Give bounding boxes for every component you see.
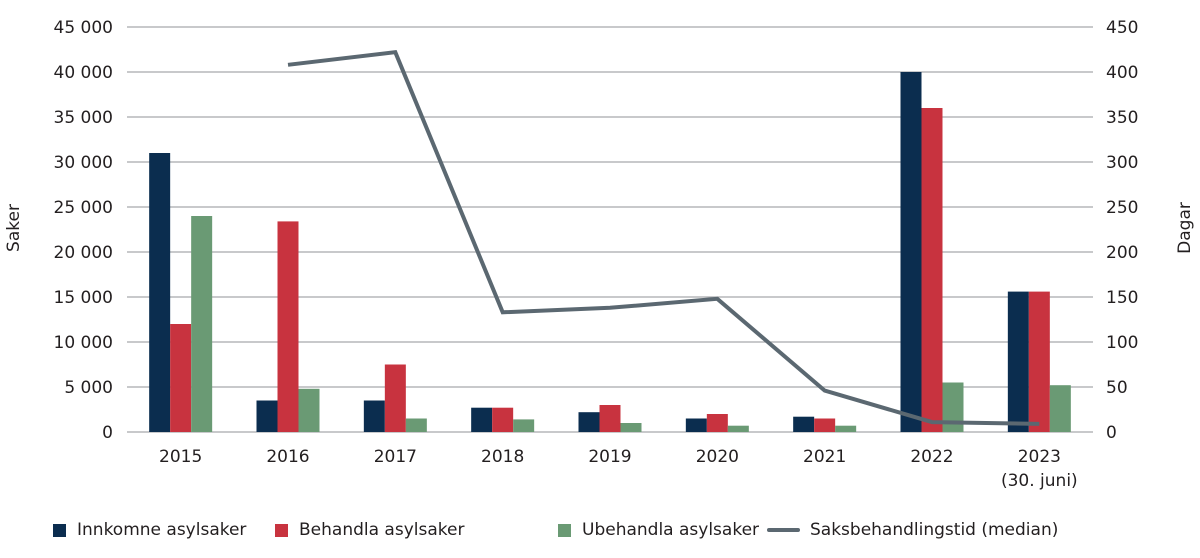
- left-axis-ticks: 0 5 000 10 000 15 000 20 000 25 000 30 000 35 0…: [54, 18, 113, 443]
- bar: [685, 418, 707, 432]
- bar: [942, 382, 964, 432]
- right-axis-ticks: 0 50 100 150 200 250 300 350 400 450: [1106, 18, 1138, 443]
- right-tick-label: 450: [1106, 18, 1138, 38]
- left-tick-label: 45 000: [54, 18, 113, 38]
- gridlines: [127, 26, 1093, 433]
- line-series: [287, 50, 1040, 426]
- left-tick-label: 15 000: [54, 288, 113, 308]
- legend: Innkomne asylsaker Behandla asylsaker Ub…: [0, 515, 1200, 545]
- bar: [1028, 291, 1050, 432]
- legend-label: Ubehandla asylsaker: [582, 520, 760, 540]
- bar: [471, 407, 493, 432]
- x-tick-label: 2015: [159, 447, 202, 467]
- bar: [727, 425, 749, 432]
- legend-label: Saksbehandlingstid (median): [810, 520, 1059, 540]
- x-tick-label: 2022: [910, 447, 953, 467]
- x-tick-label: 2019: [588, 447, 631, 467]
- bar: [492, 407, 514, 432]
- bar: [793, 416, 815, 432]
- bar: [256, 400, 278, 432]
- right-tick-label: 150: [1106, 288, 1138, 308]
- x-tick-label: 2023: [1018, 447, 1061, 467]
- bar: [149, 153, 171, 432]
- legend-item-saksbehandlingstid: Saksbehandlingstid (median): [767, 515, 1058, 545]
- legend-swatch-behandla: [275, 523, 288, 537]
- bar: [513, 419, 535, 432]
- bar-series: [149, 72, 1071, 432]
- bar: [620, 423, 642, 432]
- x-tick-label: 2021: [803, 447, 846, 467]
- legend-swatch-innkomne: [53, 523, 66, 537]
- bar: [1049, 385, 1071, 432]
- right-tick-label: 200: [1106, 243, 1138, 263]
- left-tick-label: 30 000: [54, 153, 113, 173]
- legend-item-ubehandla: Ubehandla asylsaker: [558, 515, 759, 545]
- right-tick-label: 0: [1106, 423, 1117, 443]
- left-tick-label: 35 000: [54, 108, 113, 128]
- bar: [405, 418, 427, 432]
- x-tick-label: 2017: [374, 447, 417, 467]
- bar: [298, 388, 320, 432]
- left-axis-title: Saker: [4, 204, 24, 252]
- left-tick-label: 20 000: [54, 243, 113, 263]
- x-tick-label: 2016: [266, 447, 309, 467]
- legend-swatch-ubehandla: [558, 523, 571, 537]
- left-tick-label: 40 000: [54, 63, 113, 83]
- bar: [1007, 291, 1029, 432]
- median-line: [287, 50, 1040, 426]
- legend-item-innkomne: Innkomne asylsaker: [53, 515, 246, 545]
- legend-line-icon: [767, 528, 800, 532]
- x-tick-label: 2020: [696, 447, 739, 467]
- right-axis-title: Dagar: [1175, 202, 1195, 254]
- left-tick-label: 25 000: [54, 198, 113, 218]
- x-tick-label: 2018: [481, 447, 524, 467]
- bar: [706, 414, 728, 432]
- bar: [191, 216, 213, 432]
- bar: [384, 364, 406, 432]
- bar: [921, 108, 943, 432]
- right-tick-label: 400: [1106, 63, 1138, 83]
- right-tick-label: 300: [1106, 153, 1138, 173]
- legend-label: Innkomne asylsaker: [77, 520, 247, 540]
- bar: [363, 400, 385, 432]
- bar: [277, 221, 299, 432]
- left-tick-label: 0: [102, 423, 113, 443]
- bar: [578, 412, 600, 432]
- legend-item-behandla: Behandla asylsaker: [275, 515, 464, 545]
- bar: [814, 418, 836, 432]
- bar: [900, 72, 922, 432]
- bar: [599, 405, 621, 432]
- legend-label: Behandla asylsaker: [299, 520, 465, 540]
- left-tick-label: 10 000: [54, 333, 113, 353]
- x-tick-sublabel: (30. juni): [1001, 471, 1078, 491]
- right-tick-label: 350: [1106, 108, 1138, 128]
- right-tick-label: 100: [1106, 333, 1138, 353]
- bar: [170, 324, 192, 432]
- bar: [835, 425, 857, 432]
- right-tick-label: 250: [1106, 198, 1138, 218]
- x-axis-ticks: 2015 2016 2017 2018 2019 2020 2021 2022 2023 (30.…: [159, 447, 1078, 491]
- right-tick-label: 50: [1106, 378, 1128, 398]
- left-tick-label: 5 000: [64, 378, 113, 398]
